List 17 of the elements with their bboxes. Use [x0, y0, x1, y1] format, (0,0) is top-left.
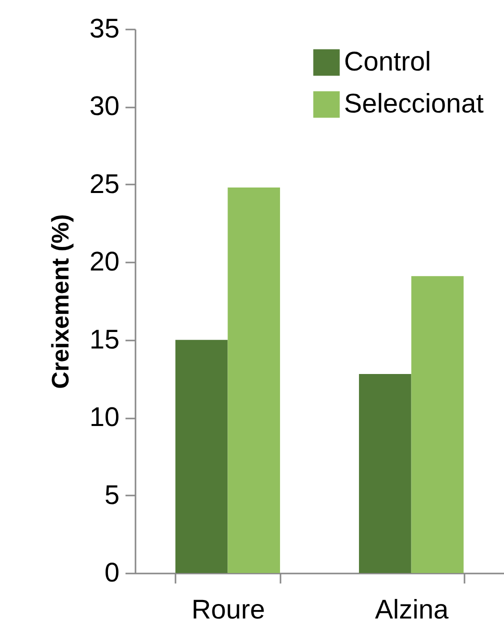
bar: [358, 374, 412, 573]
y-tick-label: 30: [89, 91, 120, 122]
bar: [175, 340, 228, 573]
y-tick-label: 20: [89, 246, 120, 277]
y-tick-label: 5: [104, 480, 120, 510]
y-axis-title: Creixement (%): [47, 214, 74, 389]
legend-label: Control: [344, 46, 432, 76]
y-tick-label: 25: [89, 168, 120, 199]
bar: [228, 188, 280, 573]
y-tick-label: 35: [89, 14, 120, 44]
x-tick-label: Alzina: [375, 594, 450, 624]
y-tick-label: 15: [89, 324, 120, 354]
legend-label: Seleccionat: [344, 88, 484, 118]
bar: [411, 276, 464, 573]
y-tick-label: 0: [104, 558, 120, 588]
y-tick-label: 10: [89, 402, 120, 432]
x-tick-label: Roure: [191, 594, 265, 624]
